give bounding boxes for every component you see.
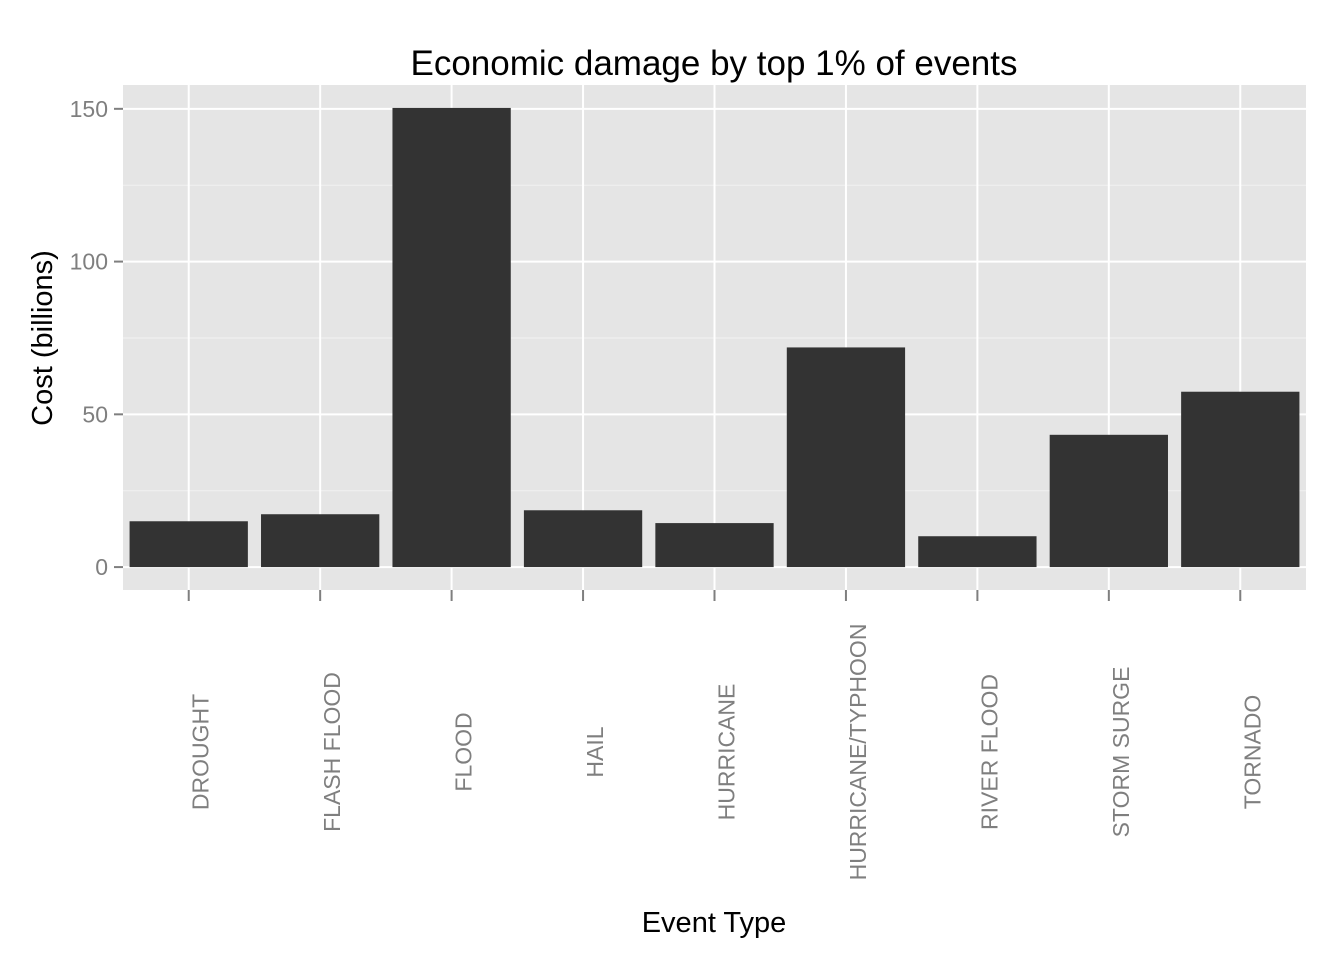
x-tick-label: HURRICANE xyxy=(714,684,740,821)
y-tick-label: 0 xyxy=(95,554,108,580)
y-tick-label: 50 xyxy=(82,401,108,427)
x-tick-label: STORM SURGE xyxy=(1108,667,1134,838)
bar xyxy=(261,514,380,568)
bar xyxy=(1049,434,1168,568)
bar xyxy=(129,521,248,568)
bar xyxy=(655,523,774,568)
bar xyxy=(1181,391,1300,568)
x-tick-label: FLASH FLOOD xyxy=(319,672,345,832)
x-axis: DROUGHT FLASH FLOOD FLOOD HAIL HURRICANE HURR… xyxy=(187,590,1265,881)
bar xyxy=(523,510,643,568)
x-axis-title: Event Type xyxy=(642,907,787,939)
x-tick-label: DROUGHT xyxy=(188,694,214,810)
y-tick-label: 150 xyxy=(70,96,108,122)
x-tick-label: FLOOD xyxy=(451,712,477,791)
x-tick-label: HURRICANE/TYPHOON xyxy=(845,624,871,881)
x-tick-label: TORNADO xyxy=(1239,695,1265,810)
x-tick-label: HAIL xyxy=(582,726,608,777)
y-tick-label: 100 xyxy=(70,249,108,275)
chart-title: Economic damage by top 1% of events xyxy=(410,44,1017,83)
x-tick-label: RIVER FLOOD xyxy=(976,674,1002,830)
y-axis: 0 50 100 150 xyxy=(70,96,123,580)
bars-group xyxy=(129,107,1300,568)
bar xyxy=(392,107,511,568)
bar xyxy=(918,536,1037,568)
bar xyxy=(786,347,906,568)
y-axis-title: Cost (billions) xyxy=(27,250,59,426)
